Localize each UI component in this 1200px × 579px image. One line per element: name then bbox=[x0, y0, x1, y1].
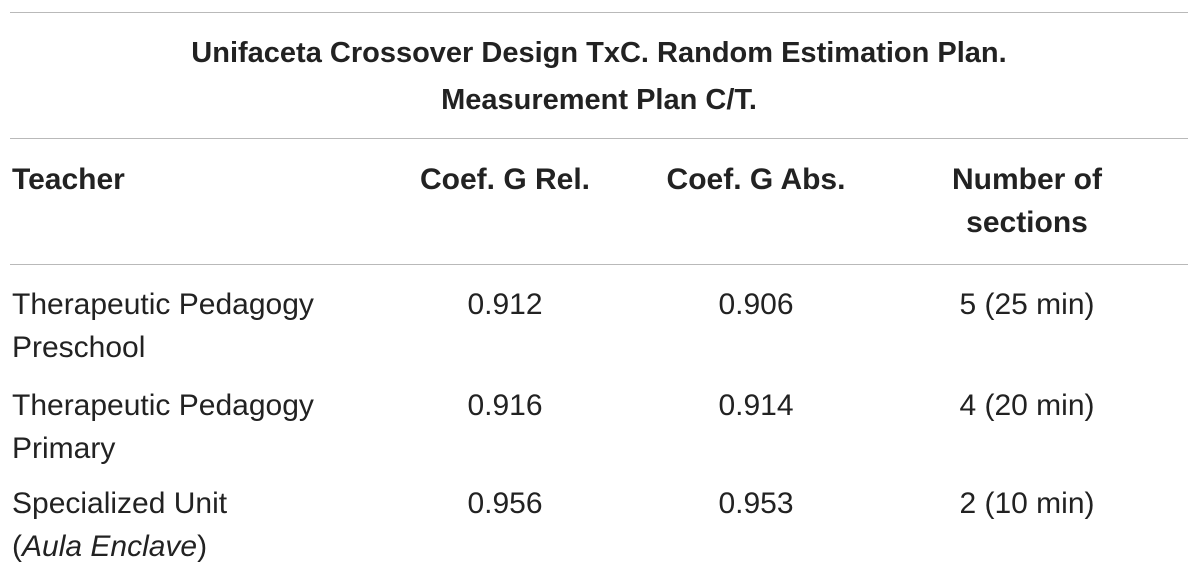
table-title-line-2: Measurement Plan C/T. bbox=[441, 84, 757, 116]
row-coef-g-rel: 0.912 bbox=[467, 288, 543, 321]
row-coef-g-rel: 0.956 bbox=[467, 487, 543, 520]
row-coef-g-rel: 0.916 bbox=[467, 389, 543, 422]
header-teacher: Teacher bbox=[12, 163, 125, 196]
header-sections-line-1: Number of bbox=[952, 163, 1102, 196]
row-teacher: Therapeutic Pedagogy Primary bbox=[12, 384, 314, 470]
row-coef-g-abs: 0.914 bbox=[718, 389, 794, 422]
header-rule bbox=[10, 264, 1188, 265]
row-sections: 5 (25 min) bbox=[959, 288, 1095, 321]
row-teacher: Specialized Unit (Aula Enclave) bbox=[12, 482, 227, 568]
paren-close: ) bbox=[197, 530, 208, 563]
header-sections-line-2: sections bbox=[966, 206, 1088, 239]
header-coef-g-abs: Coef. G Abs. bbox=[666, 163, 846, 196]
title-rule bbox=[10, 138, 1188, 139]
top-rule bbox=[10, 12, 1188, 13]
row-coef-g-abs: 0.953 bbox=[718, 487, 794, 520]
row-teacher-line-2: Preschool bbox=[12, 331, 146, 364]
row-teacher-line-2: (Aula Enclave) bbox=[12, 525, 227, 568]
row-teacher-italic: Aula Enclave bbox=[22, 530, 198, 563]
row-sections: 4 (20 min) bbox=[959, 389, 1095, 422]
table-title: Unifaceta Crossover Design TxC. Random E… bbox=[10, 30, 1188, 124]
row-teacher-line-2: Primary bbox=[12, 432, 116, 465]
row-teacher: Therapeutic Pedagogy Preschool bbox=[12, 283, 314, 369]
row-sections: 2 (10 min) bbox=[959, 487, 1095, 520]
row-teacher-line-1: Therapeutic Pedagogy bbox=[12, 288, 314, 321]
table-title-line-1: Unifaceta Crossover Design TxC. Random E… bbox=[191, 37, 1007, 69]
row-teacher-line-1: Specialized Unit bbox=[12, 487, 228, 520]
header-coef-g-rel: Coef. G Rel. bbox=[419, 163, 591, 196]
row-coef-g-abs: 0.906 bbox=[718, 288, 794, 321]
paren-open: ( bbox=[12, 530, 22, 563]
row-teacher-line-1: Therapeutic Pedagogy bbox=[12, 389, 314, 422]
header-number-of-sections: Number of sections bbox=[900, 158, 1154, 244]
